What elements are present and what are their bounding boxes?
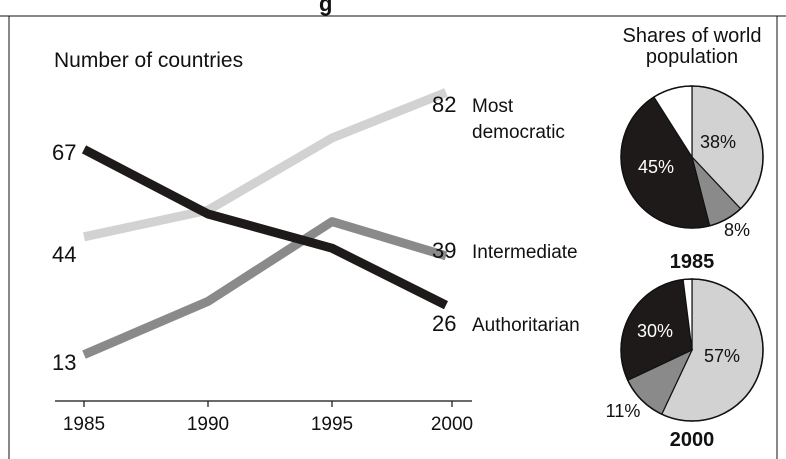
pie-title-line-2: population <box>646 46 738 68</box>
pie-1985-label-most-democratic: 38% <box>700 132 736 152</box>
pie-title-line-1: Shares of world <box>623 25 762 47</box>
x-tick-label-1995: 1995 <box>311 414 353 435</box>
end-value-label-authoritarian: 26 <box>432 311 456 336</box>
pie-2000-label-authoritarian: 30% <box>637 321 673 341</box>
x-tick-label-1990: 1990 <box>187 414 229 435</box>
y-axis-title: Number of countries <box>54 49 243 72</box>
end-value-label-most-democratic: 82 <box>432 92 456 117</box>
series-line-most-democratic <box>83 88 448 242</box>
pie-1985-label-intermediate: 8% <box>724 220 750 240</box>
series-lines <box>81 88 449 359</box>
series-name-most-democratic-line-2: democratic <box>472 122 565 143</box>
pie-1985-outline <box>620 85 764 229</box>
pie-2000-label-intermediate: 11% <box>606 401 641 421</box>
pie-1985-label-authoritarian: 45% <box>638 157 674 177</box>
start-value-label-most-democratic: 44 <box>52 242 76 267</box>
pies: 38% 8% 45% 1985 57% 11% 30% 2000 <box>606 85 764 451</box>
series-line-intermediate <box>82 217 448 359</box>
end-value-label-intermediate: 39 <box>432 238 456 263</box>
pie-2000-outline <box>620 278 764 422</box>
x-ticks: 1985 1990 1995 2000 <box>63 401 473 435</box>
x-tick-label-1985: 1985 <box>63 414 105 435</box>
header-title-fragment: g <box>319 0 332 16</box>
x-tick-label-2000: 2000 <box>431 414 473 435</box>
pie-year-label-2000: 2000 <box>670 429 715 451</box>
pie-2000-label-most-democratic: 57% <box>704 346 740 366</box>
series-name-most-democratic-line-1: Most <box>472 96 514 117</box>
series-labels: 44 82 Most democratic 13 39 Intermediate 67 26 Au… <box>52 92 580 375</box>
series-line-authoritarian <box>81 145 449 310</box>
start-value-label-intermediate: 13 <box>52 350 76 375</box>
series-name-intermediate: Intermediate <box>472 242 578 263</box>
start-value-label-authoritarian: 67 <box>52 140 76 165</box>
pie-year-label-1985: 1985 <box>670 251 715 273</box>
series-name-authoritarian: Authoritarian <box>472 315 580 336</box>
